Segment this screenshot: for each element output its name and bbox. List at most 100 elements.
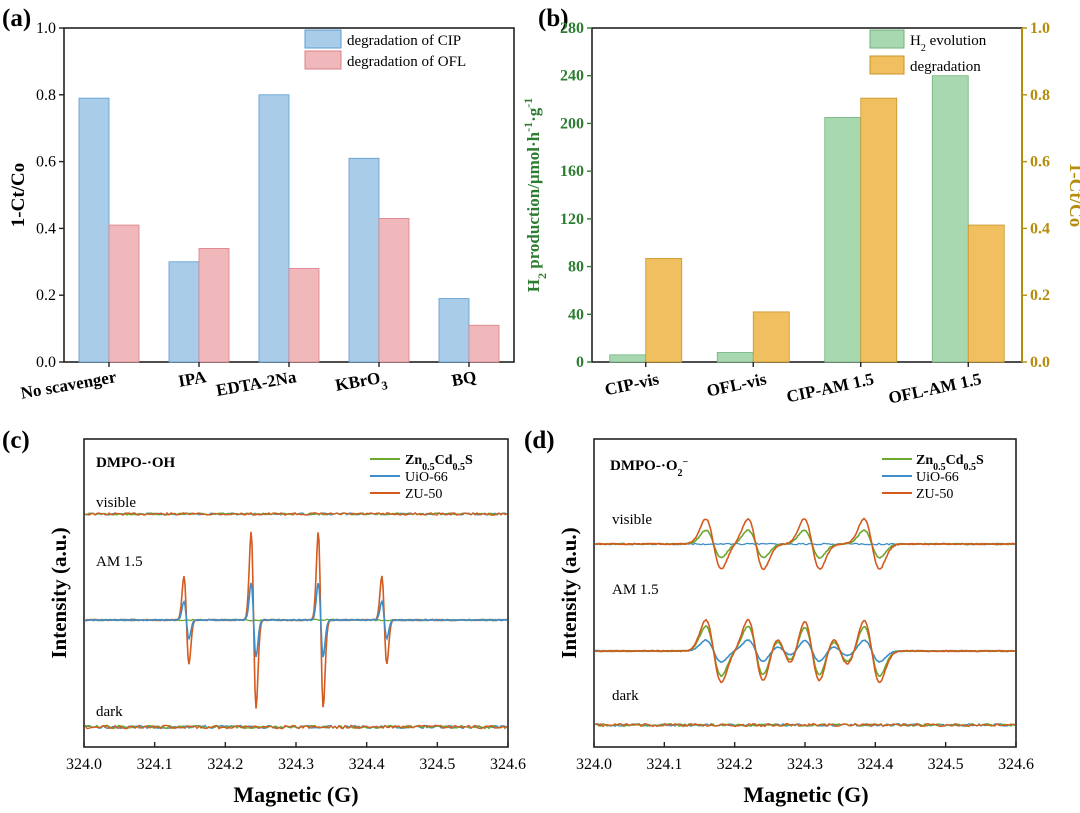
c-visible-zu50	[84, 511, 508, 516]
panel-c-x-label: Magnetic (G)	[233, 782, 358, 807]
panel-d-trace-visible: visible	[612, 512, 652, 528]
legend-swatch-cip	[304, 29, 342, 49]
panel-a-bars	[78, 94, 500, 363]
x-tick-label: 324.3	[787, 756, 823, 773]
legend-label-zncds: Zn0.5Cd0.5S	[405, 453, 473, 473]
b-right-y-tick-label: 0.0	[1030, 354, 1050, 371]
b-left-y-tick-label: 200	[560, 115, 584, 132]
x-tick-label: 324.6	[998, 756, 1034, 773]
d-zn-sub: 0.5	[933, 462, 946, 473]
d-zn: Zn	[916, 453, 933, 468]
b-bar-degradation	[860, 97, 898, 363]
a-bar-ofl	[108, 224, 140, 363]
x-tick-label: 324.1	[137, 756, 173, 773]
d-am15-zu50	[594, 618, 1016, 684]
panel-b-left-y-axis: 0 40 80 120 160 200 240 280	[560, 20, 592, 371]
panel-c-frame	[83, 438, 509, 748]
b-right-y-tick-label: 1.0	[1030, 20, 1050, 37]
b-left-y-tick-label: 120	[560, 211, 584, 228]
a-bar-cip	[78, 97, 110, 363]
d-title-sub: 2	[678, 468, 683, 479]
c-zn-sub: 0.5	[422, 462, 435, 473]
panel-c: (c) DMPO-·OH Intensity (a.u.) Magnetic (…	[2, 427, 526, 807]
panel-a-y-axis: 0.0 0.2 0.4 0.6 0.8 1.0	[36, 20, 64, 371]
a-bar-ofl	[468, 324, 500, 363]
panel-d-trace-am15: AM 1.5	[612, 582, 659, 598]
panel-a-y-label: 1-Ct/Co	[8, 163, 29, 227]
c-cd-sub: 0.5	[453, 462, 466, 473]
legend-label-uio-d: UiO-66	[916, 470, 959, 485]
panel-d-legend: Zn0.5Cd0.5S UiO-66 ZU-50	[882, 453, 984, 502]
a-bar-cip	[168, 261, 200, 363]
b-bar-h2	[931, 75, 969, 363]
legend-label-uio: UiO-66	[405, 470, 448, 485]
panel-d-y-label: Intensity (a.u.)	[557, 527, 581, 658]
b-ylabel-h: H	[524, 279, 543, 292]
a-x-tick-label: IPA	[177, 367, 209, 391]
b-left-y-tick-label: 240	[560, 68, 584, 85]
d-title-main: DMPO-·O	[610, 458, 678, 474]
legend-label-h2: H2 evolution	[910, 33, 987, 54]
legend-label-zncds-d: Zn0.5Cd0.5S	[916, 453, 984, 473]
b-bar-degradation	[967, 224, 1005, 363]
b-ylabel-sup2: -1	[521, 98, 535, 108]
d-visible-zu50	[594, 517, 1016, 571]
x-tick-label: 324.4	[349, 756, 385, 773]
legend-label-cip: degradation of CIP	[347, 33, 461, 49]
panel-a-legend: degradation of CIP degradation of OFL	[304, 29, 466, 70]
panel-c-spectra	[84, 511, 508, 730]
x-tick-label: 324.2	[207, 756, 243, 773]
a-x-label-main: No scavenger	[19, 367, 118, 403]
panel-a: (a) 0.0 0.2 0.4 0.6 0.8 1.0 1-Ct/Co No scaven…	[2, 5, 515, 403]
b-bar-degradation	[752, 311, 790, 363]
a-bar-cip	[348, 157, 380, 363]
x-tick-label: 324.0	[66, 756, 102, 773]
panel-c-trace-dark: dark	[96, 704, 123, 720]
panel-a-label: (a)	[2, 5, 31, 32]
b-x-tick-label: OFL-vis	[705, 369, 768, 400]
b-left-y-tick-label: 160	[560, 163, 584, 180]
b-bar-h2	[716, 352, 754, 363]
x-tick-label: 324.5	[928, 756, 964, 773]
panel-b-right-y-axis: 0.0 0.2 0.4 0.6 0.8 1.0	[1021, 20, 1050, 371]
a-x-tick-label: EDTA-2Na	[215, 367, 298, 400]
b-right-y-tick-label: 0.6	[1030, 154, 1050, 171]
panel-d-trace-dark: dark	[612, 688, 639, 704]
legend-h2-rest: evolution	[926, 33, 987, 49]
legend-swatch-ofl	[304, 50, 342, 70]
b-ylabel-sup1: -1	[521, 122, 535, 132]
b-right-y-tick-label: 0.4	[1030, 220, 1050, 237]
a-bar-cip	[258, 94, 290, 363]
b-left-y-tick-label: 280	[560, 20, 584, 37]
legend-label-ofl: degradation of OFL	[347, 54, 466, 70]
panel-c-x-axis: 324.0 324.1 324.2 324.3 324.4 324.5 324.6	[66, 742, 526, 773]
c-cd: Cd	[435, 453, 453, 468]
x-tick-label: 324.2	[717, 756, 753, 773]
panel-b-left-y-label: H2 production/μmol·h-1·g-1	[521, 98, 549, 293]
c-s: S	[465, 453, 473, 468]
panel-b: (b) 0 40 80 120 160 200 240 280 0.0 0.2 0.4 0.6 0.8…	[521, 5, 1080, 408]
legend-swatch-h2	[869, 29, 905, 49]
b-x-tick-label: CIP-AM 1.5	[785, 369, 876, 406]
panel-b-right-y-label: 1-Ct/Co	[1065, 163, 1080, 227]
legend-label-zu50: ZU-50	[405, 487, 442, 502]
legend-label-degradation: degradation	[910, 59, 981, 75]
d-title-sup: −	[683, 457, 689, 468]
b-left-y-tick-label: 80	[568, 259, 584, 276]
legend-swatch-degradation	[869, 55, 905, 75]
panel-b-x-axis: CIP-vis OFL-vis CIP-AM 1.5 OFL-AM 1.5	[603, 362, 983, 408]
a-x-tick-label: KBrO3	[334, 367, 389, 401]
b-ylabel-sub: 2	[535, 273, 549, 279]
a-x-tick-label: BQ	[450, 367, 477, 390]
a-bar-cip	[438, 298, 470, 363]
panel-d-title: DMPO-·O2−	[610, 457, 689, 479]
d-s: S	[976, 453, 984, 468]
b-right-y-tick-label: 0.8	[1030, 87, 1050, 104]
a-y-tick-label: 0.8	[36, 87, 56, 104]
x-tick-label: 324.6	[490, 756, 526, 773]
a-x-label-main: IPA	[177, 367, 209, 391]
legend-label-zu50-d: ZU-50	[916, 487, 953, 502]
d-cd-sub: 0.5	[964, 462, 977, 473]
a-y-tick-label: 1.0	[36, 20, 56, 37]
b-bar-degradation	[645, 258, 683, 363]
